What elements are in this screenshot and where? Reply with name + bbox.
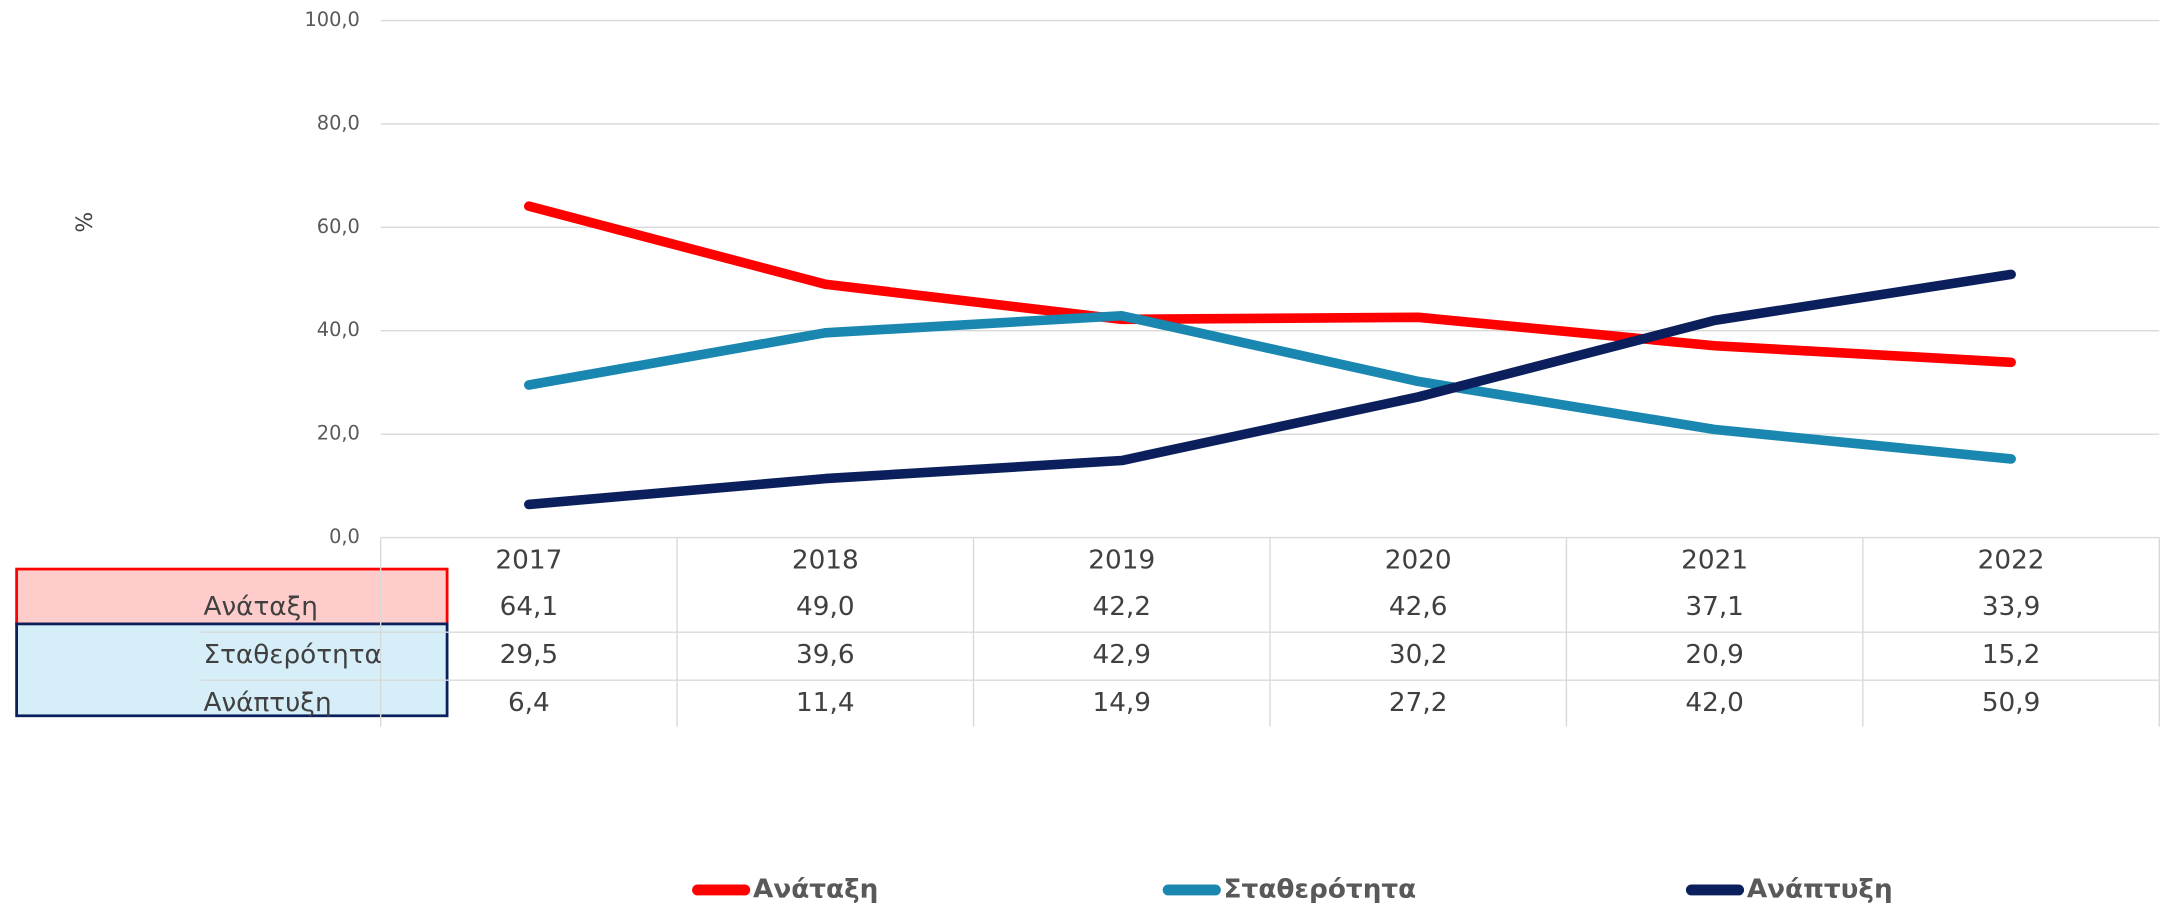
y-tick-label: 80,0 <box>317 112 360 135</box>
table-value: 42,6 <box>1389 592 1448 622</box>
table-value: 64,1 <box>500 592 559 622</box>
table-value: 42,2 <box>1092 592 1151 622</box>
legend-label: Ανάπτυξη <box>1747 875 1893 905</box>
table-value: 49,0 <box>796 592 855 622</box>
table-value: 11,4 <box>796 688 855 718</box>
table-value: 29,5 <box>500 640 559 670</box>
row-label: Ανάταξη <box>203 592 317 622</box>
x-tick-label: 2019 <box>1088 545 1155 575</box>
table-value: 37,1 <box>1685 592 1744 622</box>
y-tick-label: 60,0 <box>317 215 360 238</box>
table-value: 15,2 <box>1982 640 2041 670</box>
table-value: 50,9 <box>1982 688 2041 718</box>
x-tick-label: 2020 <box>1385 545 1452 575</box>
x-tick-label: 2022 <box>1978 545 2045 575</box>
y-tick-label: 20,0 <box>317 422 360 445</box>
table-value: 30,2 <box>1389 640 1448 670</box>
table-value: 42,9 <box>1092 640 1151 670</box>
x-tick-label: 2021 <box>1681 545 1748 575</box>
y-axis-label: % <box>73 212 98 233</box>
y-tick-label: 40,0 <box>317 318 360 341</box>
legend-label: Σταθερότητα <box>1224 875 1417 905</box>
row-label: Ανάπτυξη <box>203 688 331 718</box>
y-tick-label: 100,0 <box>304 8 359 31</box>
table-value: 33,9 <box>1982 592 2041 622</box>
x-tick-label: 2017 <box>495 545 562 575</box>
y-tick-label: 0,0 <box>329 525 360 548</box>
table-value: 6,4 <box>508 688 550 718</box>
table-value: 42,0 <box>1685 688 1744 718</box>
table-value: 27,2 <box>1389 688 1448 718</box>
row-label: Σταθερότητα <box>203 640 381 670</box>
x-tick-label: 2018 <box>792 545 859 575</box>
table-value: 14,9 <box>1092 688 1151 718</box>
row-box <box>15 622 449 718</box>
row-box <box>15 567 449 626</box>
series-line <box>524 201 2016 368</box>
table-value: 20,9 <box>1685 640 1744 670</box>
series-line <box>524 269 2016 510</box>
table-value: 39,6 <box>796 640 855 670</box>
legend-label: Ανάταξη <box>753 875 878 905</box>
series-line <box>524 310 2016 464</box>
